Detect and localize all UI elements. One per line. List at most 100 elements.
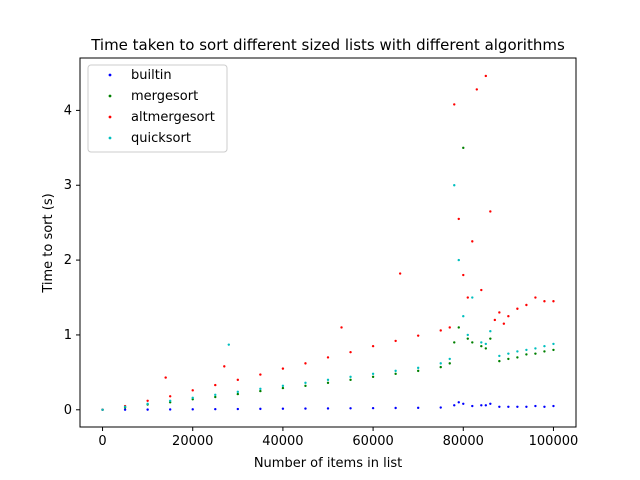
data-point [489, 402, 492, 405]
data-point [123, 405, 127, 408]
data-point [493, 318, 497, 322]
data-point [484, 404, 488, 407]
x-tick-label: 80000 [443, 434, 484, 449]
data-point [326, 381, 330, 385]
data-point [371, 344, 375, 348]
data-point [281, 367, 285, 370]
data-point [475, 88, 478, 91]
data-point [214, 395, 217, 399]
data-point [236, 378, 240, 382]
data-point [489, 337, 492, 340]
x-tick-label: 0 [98, 434, 106, 449]
data-point [448, 357, 451, 361]
legend: builtin mergesort altmergesort quicksort [87, 64, 228, 153]
data-point [326, 356, 330, 359]
data-point [236, 390, 240, 394]
data-point [462, 315, 465, 318]
data-point [525, 303, 528, 307]
legend-marker [108, 115, 112, 119]
data-point [223, 365, 226, 368]
data-point [448, 326, 451, 329]
data-point [471, 296, 474, 299]
data-point [281, 384, 285, 388]
data-point [340, 326, 343, 329]
legend-marker [108, 136, 112, 140]
data-point [498, 311, 501, 314]
data-point [349, 350, 352, 354]
data-point [453, 404, 456, 407]
data-point [259, 407, 262, 411]
data-point [326, 378, 330, 382]
data-point [552, 348, 555, 352]
data-point [457, 217, 460, 221]
data-point [439, 406, 442, 409]
data-point [484, 347, 488, 350]
data-point [489, 329, 492, 333]
data-point [480, 341, 483, 344]
y-axis-title: Time to sort (s) [41, 193, 56, 293]
data-point [507, 405, 510, 408]
data-point [457, 326, 460, 329]
data-point [439, 362, 442, 365]
x-tick-label: 60000 [352, 434, 393, 449]
data-point [259, 373, 262, 376]
legend-label: builtin [131, 68, 172, 83]
legend-label: altmergesort [131, 110, 215, 125]
y-tick-label: 1 [64, 328, 72, 343]
data-point [507, 352, 510, 355]
data-point [394, 406, 397, 410]
data-point [416, 334, 420, 337]
data-point [534, 404, 537, 408]
data-point [471, 341, 474, 344]
data-point [457, 401, 460, 404]
data-point [516, 356, 519, 359]
data-point [498, 359, 501, 363]
data-point [453, 103, 456, 106]
data-point [191, 389, 194, 392]
data-point [214, 407, 217, 411]
legend-label: quicksort [131, 131, 191, 146]
data-point [349, 407, 352, 410]
data-point [516, 307, 519, 310]
data-point [394, 339, 397, 343]
data-point [534, 347, 537, 350]
data-point [466, 296, 469, 299]
y-tick-label: 2 [64, 253, 72, 268]
legend-box [87, 64, 228, 153]
data-point [552, 300, 555, 303]
series-builtin [101, 401, 555, 411]
data-point [214, 393, 217, 397]
series-quicksort [101, 184, 555, 411]
data-point [466, 333, 469, 337]
data-point [123, 408, 127, 411]
data-points [101, 74, 555, 411]
data-point [394, 369, 397, 373]
legend-label: mergesort [131, 89, 198, 104]
data-point [236, 392, 240, 396]
data-point [214, 383, 217, 387]
data-point [304, 407, 307, 410]
data-point [371, 375, 375, 379]
data-point [462, 146, 465, 150]
data-point [394, 372, 397, 376]
data-point [439, 329, 442, 332]
data-point [516, 350, 519, 353]
data-point [101, 408, 104, 411]
y-axis: 0 1 2 3 4 [64, 103, 80, 418]
data-point [371, 372, 375, 376]
data-point [498, 405, 501, 408]
data-point [525, 353, 528, 356]
x-tick-label: 20000 [172, 434, 213, 449]
data-point [416, 369, 420, 373]
data-point [191, 408, 194, 411]
data-point [259, 387, 262, 391]
y-tick-label: 0 [64, 403, 72, 418]
data-point [457, 258, 460, 262]
data-point [453, 341, 456, 344]
data-point [543, 300, 546, 303]
chart-title: Time taken to sort different sized lists… [90, 36, 565, 54]
data-point [259, 389, 262, 393]
data-point [507, 357, 510, 361]
